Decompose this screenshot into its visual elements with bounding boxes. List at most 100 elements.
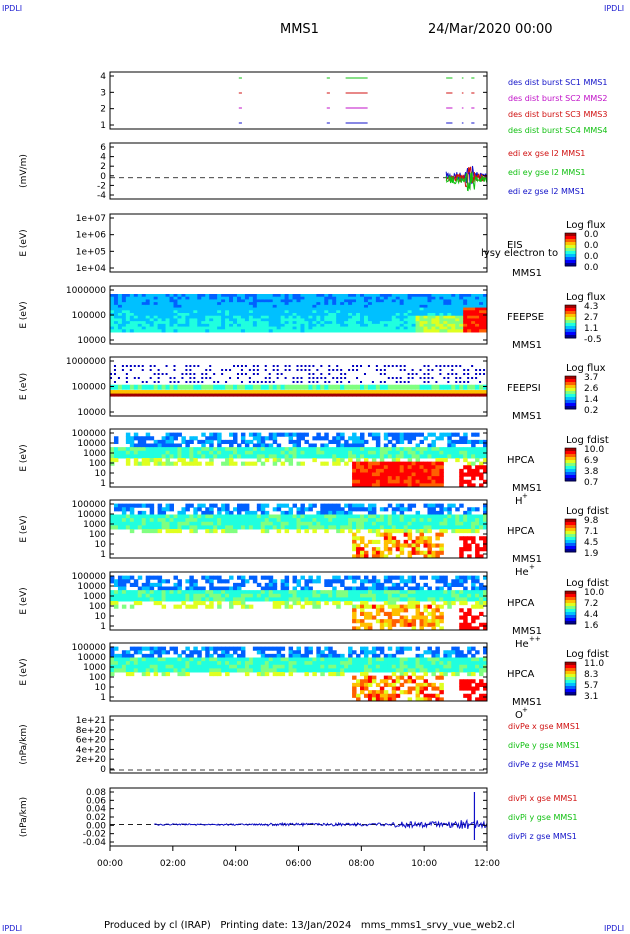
spec-cell [280, 299, 286, 303]
spec-cell [320, 390, 325, 395]
spec-cell [252, 393, 258, 397]
spec-cell [209, 439, 214, 444]
spec-cell [205, 525, 210, 530]
spec-cell [360, 299, 365, 303]
spec-cell [423, 543, 428, 548]
spec-cell [252, 313, 258, 317]
spec-cell [229, 664, 234, 669]
spec-cell [125, 503, 131, 508]
spec-cell [423, 597, 428, 602]
spec-cell [288, 369, 291, 371]
spec-cell [483, 547, 488, 552]
spec-cell [125, 521, 131, 526]
spec-cell [375, 608, 381, 613]
spec-cell [233, 321, 238, 325]
spec-cell [240, 454, 246, 459]
spec-cell [403, 514, 409, 519]
spec-cell [383, 304, 389, 309]
spec-cell [431, 611, 436, 616]
spec-cell [363, 661, 369, 666]
spec-cell [431, 626, 436, 631]
spec-cell [427, 313, 432, 317]
spec-cell [110, 646, 115, 651]
spec-cell [328, 454, 333, 459]
spec-cell [292, 590, 298, 595]
spec-cell [356, 619, 361, 624]
spec-cell [256, 381, 259, 383]
spec-cell [205, 650, 210, 655]
spec-cell [117, 329, 123, 333]
spec-cell [407, 294, 413, 298]
spec-cell [137, 450, 143, 455]
spec-cell [252, 447, 258, 452]
spec-cell [439, 593, 444, 598]
spec-cell [244, 313, 250, 317]
spec-cell [185, 454, 190, 459]
spec-cell [276, 318, 282, 322]
spec-cell [439, 611, 444, 616]
spec-cell [447, 302, 452, 306]
colorbar-frame [564, 375, 577, 410]
spec-cell [391, 384, 397, 390]
spec-cell [407, 532, 413, 537]
spec-cell [149, 299, 155, 303]
spec-cell [121, 304, 127, 309]
spec-cell [479, 447, 484, 452]
spec-cell [356, 525, 361, 530]
spec-cell [121, 579, 127, 584]
spec-cell [328, 582, 333, 587]
spec-cell [455, 447, 460, 452]
spec-cell [415, 510, 421, 515]
spec-cell [161, 299, 167, 303]
spec-cell [371, 454, 377, 459]
y-axis-label: E (eV) [19, 373, 29, 400]
spec-cell [201, 586, 206, 591]
spec-cell [447, 514, 452, 519]
spec-cell [264, 323, 270, 328]
spec-cell [201, 393, 206, 397]
spec-cell [284, 593, 290, 598]
spec-cell [336, 377, 339, 379]
spec-cell [324, 304, 329, 309]
spec-cell [344, 450, 349, 455]
spec-cell [217, 294, 222, 298]
spec-cell [189, 365, 192, 367]
spec-cell [340, 454, 345, 459]
spec-cell [137, 597, 143, 602]
spec-cell [236, 521, 242, 526]
spec-cell [213, 299, 218, 303]
spec-cell [256, 315, 262, 319]
spec-cell [399, 476, 405, 481]
spec-cell [133, 365, 136, 367]
spec-cell [197, 393, 202, 397]
spec-cell [403, 310, 409, 314]
spec-cell [312, 657, 317, 662]
spec-cell [391, 664, 397, 669]
spec-cell [415, 479, 421, 484]
spec-cell [447, 582, 452, 587]
spec-cell [411, 318, 417, 322]
spec-cell [149, 646, 155, 651]
spec-cell [193, 384, 198, 390]
spec-cell [193, 586, 198, 591]
spec-cell [125, 518, 131, 523]
spec-cell [344, 307, 349, 311]
spec-cell [447, 294, 452, 298]
spec-cell [336, 321, 341, 325]
spec-cell [328, 507, 333, 512]
spec-cell [316, 318, 321, 322]
spec-cell [383, 447, 389, 452]
spec-cell [375, 476, 381, 481]
spec-cell [467, 536, 472, 541]
spec-cell [233, 657, 238, 662]
spec-cell [407, 593, 413, 598]
spec-cell [276, 529, 282, 534]
spec-cell [125, 450, 131, 455]
colorbar-tick-label: 7.1 [584, 527, 598, 537]
spec-cell [352, 299, 357, 303]
spec-cell [256, 302, 262, 306]
spec-cell [110, 304, 115, 309]
spec-cell [260, 450, 266, 455]
spec-cell [415, 586, 421, 591]
spec-cell [332, 521, 337, 526]
